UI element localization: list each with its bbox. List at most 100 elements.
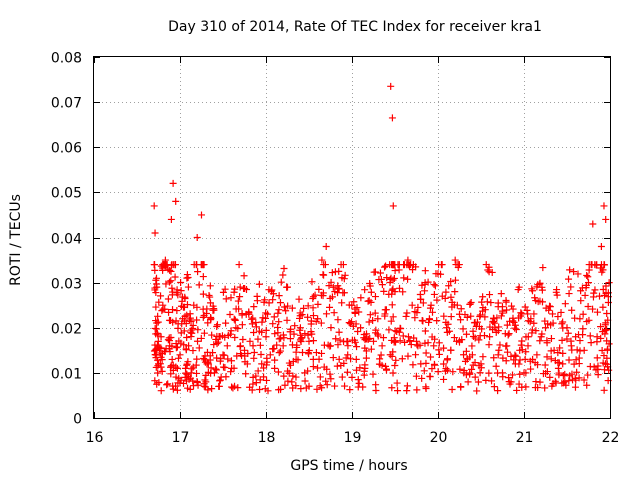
scatter-fill-point	[426, 373, 434, 381]
data-point	[301, 369, 309, 377]
data-point	[198, 211, 205, 219]
scatter-fill-point	[356, 364, 364, 372]
scatter-fill-point	[543, 368, 551, 376]
scatter-fill-point	[323, 381, 331, 389]
scatter-fill-point	[230, 315, 238, 323]
data-point	[602, 215, 610, 223]
scatter-fill-point	[153, 319, 161, 327]
scatter-fill-point	[305, 382, 313, 390]
scatter-fill-point	[462, 347, 470, 355]
scatter-fill-point	[511, 321, 519, 329]
scatter-fill-point	[309, 312, 317, 320]
scatter-fill-point	[515, 283, 523, 291]
scatter-fill-point	[493, 314, 501, 322]
scatter-fill-point	[187, 333, 195, 341]
scatter-fill-point	[239, 335, 247, 343]
data-point	[169, 179, 177, 187]
data-point	[155, 360, 162, 368]
scatter-fill-point	[576, 337, 584, 345]
scatter-fill-point	[545, 306, 553, 314]
scatter-fill-point	[154, 312, 162, 320]
scatter-fill-point	[362, 347, 370, 355]
scatter-fill-point	[403, 309, 411, 317]
scatter-fill-point	[547, 355, 555, 363]
scatter-fill-point	[586, 332, 594, 340]
scatter-fill-point	[565, 356, 573, 364]
data-point	[228, 364, 236, 372]
data-point	[179, 315, 187, 323]
scatter-fill-point	[451, 288, 459, 296]
scatter-fill-point	[274, 329, 282, 337]
scatter-fill-point	[390, 334, 398, 342]
scatter-fill-point	[296, 336, 304, 344]
data-point	[511, 360, 519, 368]
scatter-fill-point	[575, 360, 583, 368]
scatter-fill-point	[605, 340, 613, 348]
scatter-fill-point	[242, 370, 250, 378]
scatter-fill-point	[433, 296, 441, 304]
scatter-fill-point	[300, 304, 308, 312]
scatter-fill-point	[328, 269, 336, 277]
data-point	[187, 369, 195, 377]
scatter-fill-point	[538, 283, 546, 291]
scatter-fill-point	[476, 311, 484, 319]
scatter-fill-point	[297, 334, 305, 342]
scatter-fill-point	[216, 376, 224, 384]
scatter-fill-point	[292, 373, 300, 381]
x-tick-label: 18	[258, 430, 276, 446]
data-point	[387, 82, 395, 90]
scatter-fill-point	[503, 306, 511, 314]
scatter-fill-point	[544, 320, 552, 328]
scatter-fill-point	[215, 333, 223, 341]
scatter-fill-point	[510, 356, 518, 364]
scatter-fill-point	[205, 291, 213, 299]
scatter-fill-point	[276, 299, 284, 307]
scatter-fill-point	[316, 382, 324, 390]
scatter-fill-point	[429, 308, 437, 316]
scatter-fill-point	[305, 350, 313, 358]
data-point	[357, 324, 365, 332]
scatter-fill-point	[179, 303, 187, 311]
data-point	[468, 351, 476, 359]
data-point	[266, 351, 274, 359]
scatter-fill-point	[166, 266, 174, 274]
scatter-fill-point	[517, 341, 525, 349]
data-point	[576, 315, 584, 323]
scatter-fill-point	[172, 344, 180, 352]
scatter-fill-point	[585, 316, 593, 324]
scatter-fill-point	[534, 383, 542, 391]
scatter-fill-point	[574, 270, 582, 278]
scatter-fill-point	[151, 377, 159, 385]
scatter-fill-point	[379, 334, 387, 342]
scatter-fill-point	[252, 379, 260, 387]
scatter-fill-point	[172, 363, 180, 371]
scatter-fill-point	[488, 268, 496, 276]
x-tick-label: 16	[86, 430, 104, 446]
y-axis-label: ROTI / TECUs	[8, 194, 24, 286]
scatter-fill-point	[389, 348, 397, 356]
scatter-fill-point	[412, 263, 420, 271]
data-point	[305, 337, 313, 345]
scatter-fill-point	[450, 334, 458, 342]
scatter-fill-point	[164, 295, 172, 303]
scatter-fill-point	[182, 346, 190, 354]
scatter-fill-point	[210, 306, 218, 314]
scatter-fill-point	[522, 383, 530, 391]
scatter-fill-point	[399, 332, 407, 340]
data-point	[481, 306, 489, 314]
scatter-fill-point	[183, 301, 191, 309]
scatter-fill-point	[189, 347, 197, 355]
scatter-fill-point	[418, 374, 426, 382]
scatter-fill-point	[509, 371, 517, 379]
scatter-fill-point	[317, 319, 325, 327]
scatter-fill-point	[530, 319, 538, 327]
scatter-fill-point	[275, 349, 283, 357]
scatter-fill-point	[307, 320, 315, 328]
scatter-fill-point	[340, 289, 348, 297]
scatter-fill-point	[208, 385, 216, 393]
scatter-fill-point	[512, 352, 520, 360]
scatter-fill-point	[180, 341, 188, 349]
scatter-fill-point	[479, 293, 487, 301]
data-point	[152, 346, 160, 354]
scatter-fill-point	[376, 360, 384, 368]
